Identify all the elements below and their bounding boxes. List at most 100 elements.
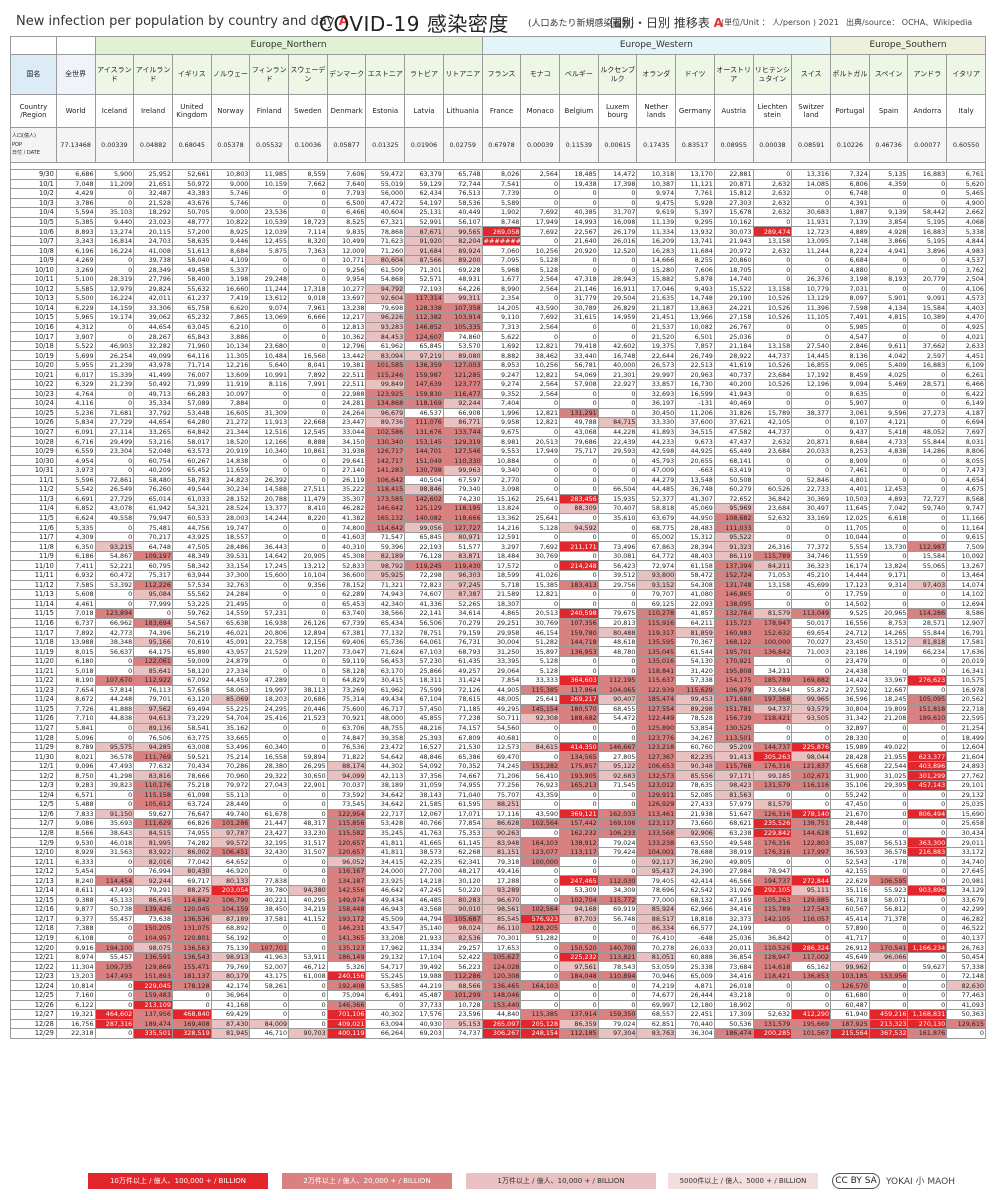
- value-cell: 0: [171, 999, 212, 1011]
- value-cell: 101,299: [442, 990, 483, 1001]
- value-cell: 54,868: [365, 274, 406, 285]
- value-cell: 1,996: [481, 407, 522, 419]
- value-cell: 35,693: [94, 818, 135, 829]
- value-cell: 66,908: [442, 407, 483, 419]
- date-cell: 12/22: [10, 961, 57, 972]
- value-cell: 110,176: [133, 780, 173, 791]
- value-cell: 0: [907, 732, 948, 743]
- value-cell: 4,121: [868, 417, 909, 428]
- value-cell: 75,600: [326, 703, 367, 715]
- table-row: 10/9 4,269 0 39,738 58,040 4,109 0 0 10,771 80,60…: [10, 254, 986, 266]
- title-english: New infection per population by country …: [16, 14, 349, 29]
- value-cell: 61,962: [365, 684, 406, 696]
- value-cell: 85,924: [636, 904, 677, 915]
- world-cell: 5,955: [55, 359, 96, 371]
- world-cell: 7,388: [55, 923, 96, 934]
- value-cell: 72,823: [404, 579, 444, 591]
- value-cell: 24,295: [249, 703, 290, 715]
- value-cell: 64,829: [326, 675, 367, 686]
- value-cell: 10,092: [946, 550, 986, 562]
- value-cell: 0: [249, 197, 290, 209]
- value-cell: 27,729: [94, 493, 135, 505]
- value-cell: 16,527: [404, 741, 444, 753]
- value-cell: 31,563: [94, 846, 135, 858]
- value-cell: 0: [249, 522, 290, 533]
- value-cell: 134,565: [559, 751, 599, 762]
- value-cell: 17,581: [946, 636, 986, 648]
- value-cell: 86,628: [481, 818, 522, 829]
- value-cell: 0: [868, 865, 909, 877]
- value-cell: 3,061: [830, 407, 870, 419]
- value-cell: 142,105: [752, 913, 793, 925]
- value-cell: 0: [752, 923, 793, 934]
- value-cell: 9,274: [481, 379, 522, 390]
- world-cell: 7,833: [55, 808, 96, 820]
- value-cell: 10,484: [249, 350, 290, 361]
- value-cell: 24,264: [326, 407, 367, 419]
- value-cell: 33,306: [133, 302, 173, 314]
- value-cell: 113,461: [636, 808, 677, 820]
- value-cell: 6,422: [946, 388, 986, 400]
- value-cell: 32,487: [133, 188, 173, 199]
- value-cell: 12,067: [404, 808, 444, 820]
- table-row: 12/12 5,454 0 76,994 80,430 46,920 0 0 116,167 24…: [10, 865, 986, 877]
- value-cell: 9,000: [210, 207, 251, 218]
- value-cell: 8,055: [946, 455, 986, 466]
- value-cell: 7,363: [288, 245, 328, 256]
- date-cell: 11/11: [10, 569, 57, 581]
- value-cell: 0: [288, 799, 328, 810]
- country-en-cell: Lithuania: [442, 94, 483, 128]
- table-row: 11/5 6,624 49,558 79,947 60,533 28,003 14,244 8…: [10, 512, 986, 524]
- world-cell: 8,893: [55, 226, 96, 237]
- value-cell: 56,513: [868, 837, 909, 848]
- value-cell: 8,953: [481, 359, 522, 371]
- value-cell: 69,125: [636, 598, 677, 610]
- country-jp-cell: オーストリア: [713, 54, 754, 95]
- value-cell: 10,256: [520, 245, 561, 256]
- value-cell: 17,949: [520, 216, 561, 228]
- value-cell: 23,684: [752, 369, 793, 381]
- value-cell: 0: [597, 932, 638, 944]
- value-cell: 8,026: [481, 169, 522, 180]
- value-cell: 84,615: [520, 741, 561, 753]
- value-cell: 28,483: [675, 522, 715, 533]
- world-cell: 5,542: [55, 484, 96, 495]
- value-cell: 13,170: [675, 169, 715, 180]
- value-cell: 60,472: [94, 569, 135, 581]
- value-cell: 4,391: [830, 197, 870, 209]
- world-cell: 5,965: [55, 312, 96, 323]
- value-cell: 0: [868, 999, 909, 1011]
- value-cell: 93,289: [481, 885, 522, 896]
- spacer-row: [10, 162, 986, 170]
- value-cell: 12,907: [946, 617, 986, 629]
- value-cell: 29,011: [946, 837, 986, 848]
- table-row: 12/4 6,571 0 115,158 61,098 55,113 0 0 73,592 34,…: [10, 789, 986, 801]
- value-cell: 44,737: [752, 426, 793, 438]
- value-cell: 4,801: [830, 474, 870, 486]
- value-cell: 112,987: [907, 541, 948, 552]
- value-cell: 22,881: [713, 169, 754, 180]
- world-cell: 7,710: [55, 713, 96, 724]
- value-cell: 49,257: [442, 665, 483, 676]
- value-cell: 135,016: [636, 655, 677, 667]
- value-cell: 22,718: [946, 703, 986, 715]
- value-cell: 56,718: [830, 894, 870, 906]
- value-cell: 29,132: [365, 951, 406, 963]
- value-cell: 65,736: [365, 636, 406, 648]
- value-cell: 47,289: [249, 675, 290, 686]
- value-cell: 2,662: [946, 207, 986, 218]
- value-cell: 9,974: [636, 188, 677, 199]
- value-cell: 0: [907, 321, 948, 333]
- value-cell: 5,337: [210, 264, 251, 275]
- value-cell: 0: [288, 321, 328, 333]
- value-cell: 0: [559, 999, 599, 1011]
- value-cell: 0: [907, 398, 948, 409]
- value-cell: 22,451: [675, 1009, 715, 1020]
- value-cell: 10,389: [907, 312, 948, 323]
- value-cell: 44,838: [94, 713, 135, 724]
- value-cell: 57,450: [404, 703, 444, 715]
- value-cell: 95,122: [597, 760, 638, 772]
- value-cell: 6,666: [288, 312, 328, 323]
- value-cell: 85,545: [481, 913, 522, 925]
- value-cell: 15,385: [520, 579, 561, 591]
